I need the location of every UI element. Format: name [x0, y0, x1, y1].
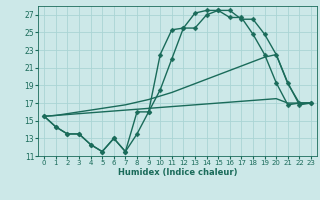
X-axis label: Humidex (Indice chaleur): Humidex (Indice chaleur): [118, 168, 237, 177]
